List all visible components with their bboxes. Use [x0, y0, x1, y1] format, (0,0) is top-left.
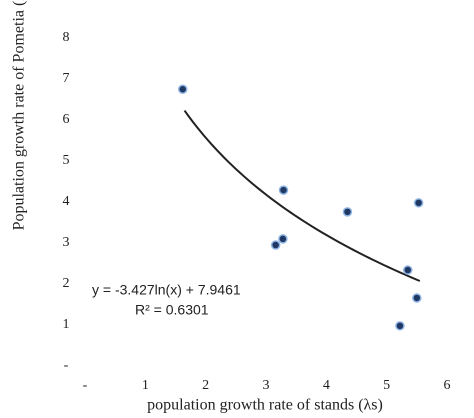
x-tick-label: 3	[263, 378, 270, 393]
trendline	[183, 109, 421, 282]
point	[278, 234, 288, 244]
y-axis-label: Population growth rate of Pometia (λp)	[11, 0, 28, 230]
point	[412, 293, 422, 303]
point	[403, 265, 413, 275]
y-tick-label: 8	[63, 30, 70, 45]
x-tick-label: 6	[444, 378, 451, 393]
x-axis-label: population growth rate of stands (λs)	[147, 397, 383, 414]
trendline-equation: y = -3.427ln(x) + 7.9461	[92, 282, 241, 298]
point	[278, 185, 289, 195]
x-tick-label: -	[83, 378, 88, 393]
y-tick-label: -	[64, 358, 69, 373]
point	[342, 207, 353, 217]
point	[270, 240, 281, 250]
point	[395, 321, 405, 331]
y-tick-label: 2	[63, 276, 70, 291]
y-tick-label: 3	[63, 235, 70, 250]
x-tick-label: 5	[383, 378, 390, 393]
y-tick-label: 4	[63, 194, 70, 209]
r-squared: R² = 0.6301	[135, 302, 209, 318]
x-tick-label: 2	[202, 378, 209, 393]
x-tick-label: 1	[142, 378, 149, 393]
y-tick-label: 1	[63, 317, 70, 332]
point	[177, 84, 188, 94]
y-tick-label: 5	[63, 153, 70, 168]
point	[413, 198, 424, 208]
y-tick-label: 6	[63, 112, 70, 127]
x-tick-label: 4	[323, 378, 330, 393]
y-tick-label: 7	[63, 71, 70, 86]
